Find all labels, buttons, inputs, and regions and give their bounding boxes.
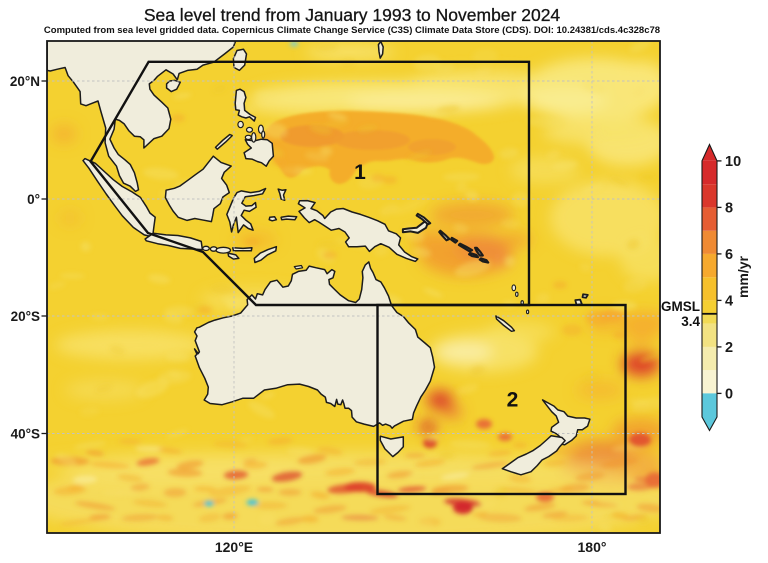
svg-text:4: 4 (725, 293, 733, 309)
svg-text:mm/yr: mm/yr (735, 255, 751, 298)
svg-text:Sea level trend from January 1: Sea level trend from January 1993 to Nov… (144, 5, 561, 25)
svg-text:40°S: 40°S (11, 427, 40, 442)
svg-text:2: 2 (507, 389, 519, 412)
svg-text:20°S: 20°S (11, 309, 40, 324)
svg-text:1: 1 (354, 161, 366, 184)
svg-text:Computed from sea level gridde: Computed from sea level gridded data. Co… (44, 25, 660, 36)
svg-text:0°: 0° (27, 192, 40, 207)
svg-text:10: 10 (725, 154, 741, 170)
svg-text:3.4: 3.4 (681, 314, 700, 329)
svg-text:180°: 180° (578, 539, 607, 555)
svg-text:120°E: 120°E (215, 539, 253, 555)
svg-text:20°N: 20°N (10, 74, 40, 89)
svg-text:2: 2 (725, 340, 733, 356)
svg-text:GMSL: GMSL (661, 299, 700, 314)
svg-text:0: 0 (725, 386, 733, 402)
svg-text:8: 8 (725, 200, 733, 216)
svg-text:6: 6 (725, 247, 733, 263)
